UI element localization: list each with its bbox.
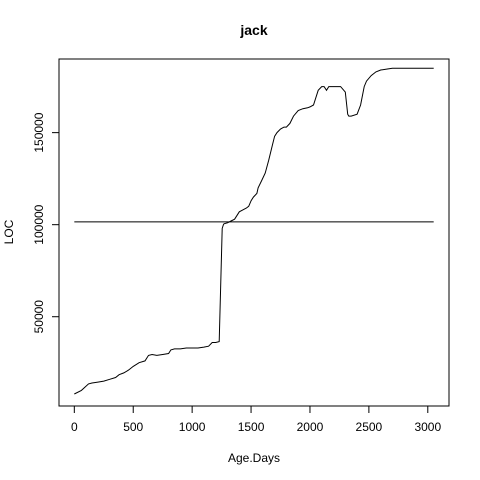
y-tick-label-50000: 50000 [32,300,46,334]
x-tick-label-3000: 3000 [414,420,441,434]
x-axis: 0 500 1000 1500 2000 2500 3000 [71,406,441,434]
y-axis-label: LOC [2,219,16,244]
chart-title: jack [239,22,267,38]
x-tick-label-2000: 2000 [297,420,324,434]
y-tick-label-100000: 100000 [32,204,46,244]
x-tick-label-1500: 1500 [238,420,265,434]
x-tick-label-2500: 2500 [356,420,383,434]
x-tick-label-1000: 1000 [179,420,206,434]
plot-frame [58,58,450,407]
x-axis-label: Age.Days [228,451,280,465]
x-tick-label-500: 500 [123,420,143,434]
y-tick-label-150000: 150000 [32,112,46,152]
series-line-loc [74,67,434,395]
y-axis: 50000 100000 150000 [32,112,59,333]
x-tick-label-0: 0 [71,420,78,434]
